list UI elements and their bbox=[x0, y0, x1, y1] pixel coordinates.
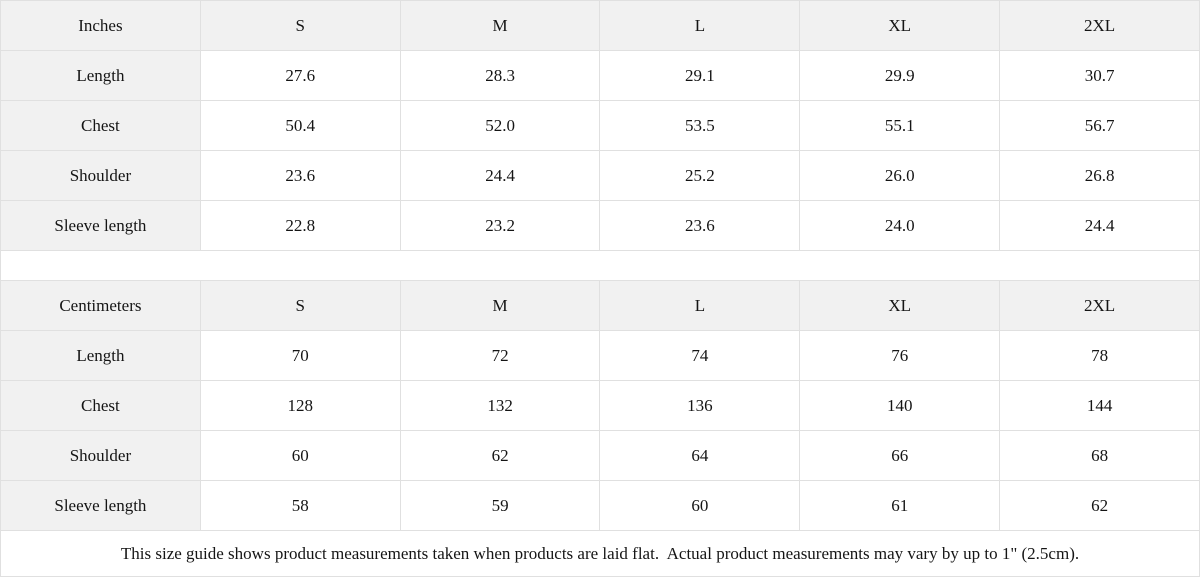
measurement-cell: 23.6 bbox=[599, 200, 801, 251]
inches-row-shoulder: Shoulder 23.6 24.4 25.2 26.0 26.8 bbox=[0, 150, 1200, 201]
section-spacer-row bbox=[0, 250, 1200, 281]
measurement-cell: 64 bbox=[599, 430, 801, 481]
size-col-header-2xl: 2XL bbox=[999, 280, 1200, 331]
centimeters-row-length: Length 70 72 74 76 78 bbox=[0, 330, 1200, 381]
centimeters-row-sleeve-length: Sleeve length 58 59 60 61 62 bbox=[0, 480, 1200, 531]
centimeters-row-chest: Chest 128 132 136 140 144 bbox=[0, 380, 1200, 431]
size-col-header-l: L bbox=[599, 0, 801, 51]
measurement-cell: 56.7 bbox=[999, 100, 1200, 151]
size-col-header-l: L bbox=[599, 280, 801, 331]
measurement-cell: 58 bbox=[199, 480, 401, 531]
measurement-cell: 24.4 bbox=[399, 150, 601, 201]
measurement-cell: 60 bbox=[199, 430, 401, 481]
measurement-cell: 26.0 bbox=[799, 150, 1001, 201]
measurement-cell: 61 bbox=[799, 480, 1001, 531]
measurement-cell: 62 bbox=[399, 430, 601, 481]
measurement-cell: 29.1 bbox=[599, 50, 801, 101]
measurement-cell: 23.2 bbox=[399, 200, 601, 251]
measurement-cell: 74 bbox=[599, 330, 801, 381]
size-col-header-xl: XL bbox=[799, 280, 1001, 331]
measurement-cell: 68 bbox=[999, 430, 1200, 481]
size-col-header-2xl: 2XL bbox=[999, 0, 1200, 51]
centimeters-row-shoulder: Shoulder 60 62 64 66 68 bbox=[0, 430, 1200, 481]
size-col-header-s: S bbox=[199, 0, 401, 51]
measurement-cell: 59 bbox=[399, 480, 601, 531]
measurement-cell: 23.6 bbox=[199, 150, 401, 201]
measurement-cell: 62 bbox=[999, 480, 1200, 531]
measurement-cell: 60 bbox=[599, 480, 801, 531]
row-label: Chest bbox=[0, 380, 201, 431]
size-col-header-m: M bbox=[399, 0, 601, 51]
measurement-cell: 140 bbox=[799, 380, 1001, 431]
measurement-cell: 30.7 bbox=[999, 50, 1200, 101]
inches-header-row: Inches S M L XL 2XL bbox=[0, 0, 1200, 51]
row-label: Sleeve length bbox=[0, 200, 201, 251]
row-label: Sleeve length bbox=[0, 480, 201, 531]
measurement-cell: 66 bbox=[799, 430, 1001, 481]
inches-row-chest: Chest 50.4 52.0 53.5 55.1 56.7 bbox=[0, 100, 1200, 151]
measurement-cell: 70 bbox=[199, 330, 401, 381]
measurement-cell: 72 bbox=[399, 330, 601, 381]
measurement-cell: 55.1 bbox=[799, 100, 1001, 151]
row-label: Chest bbox=[0, 100, 201, 151]
measurement-cell: 144 bbox=[999, 380, 1200, 431]
row-label: Length bbox=[0, 330, 201, 381]
measurement-cell: 52.0 bbox=[399, 100, 601, 151]
section-spacer bbox=[0, 250, 1200, 281]
unit-header-inches: Inches bbox=[0, 0, 201, 51]
measurement-cell: 29.9 bbox=[799, 50, 1001, 101]
size-col-header-m: M bbox=[399, 280, 601, 331]
measurement-cell: 24.0 bbox=[799, 200, 1001, 251]
measurement-cell: 22.8 bbox=[199, 200, 401, 251]
centimeters-header-row: Centimeters S M L XL 2XL bbox=[0, 280, 1200, 331]
measurement-cell: 132 bbox=[399, 380, 601, 431]
row-label: Shoulder bbox=[0, 430, 201, 481]
measurement-cell: 28.3 bbox=[399, 50, 601, 101]
unit-header-centimeters: Centimeters bbox=[0, 280, 201, 331]
inches-row-length: Length 27.6 28.3 29.1 29.9 30.7 bbox=[0, 50, 1200, 101]
measurement-cell: 78 bbox=[999, 330, 1200, 381]
measurement-cell: 128 bbox=[199, 380, 401, 431]
inches-row-sleeve-length: Sleeve length 22.8 23.2 23.6 24.0 24.4 bbox=[0, 200, 1200, 251]
measurement-cell: 53.5 bbox=[599, 100, 801, 151]
row-label: Shoulder bbox=[0, 150, 201, 201]
footer-note: This size guide shows product measuremen… bbox=[0, 530, 1200, 577]
measurement-cell: 27.6 bbox=[199, 50, 401, 101]
measurement-cell: 76 bbox=[799, 330, 1001, 381]
footer-row: This size guide shows product measuremen… bbox=[0, 530, 1200, 577]
measurement-cell: 26.8 bbox=[999, 150, 1200, 201]
measurement-cell: 136 bbox=[599, 380, 801, 431]
size-col-header-s: S bbox=[199, 280, 401, 331]
row-label: Length bbox=[0, 50, 201, 101]
measurement-cell: 50.4 bbox=[199, 100, 401, 151]
measurement-cell: 24.4 bbox=[999, 200, 1200, 251]
measurement-cell: 25.2 bbox=[599, 150, 801, 201]
size-col-header-xl: XL bbox=[799, 0, 1001, 51]
